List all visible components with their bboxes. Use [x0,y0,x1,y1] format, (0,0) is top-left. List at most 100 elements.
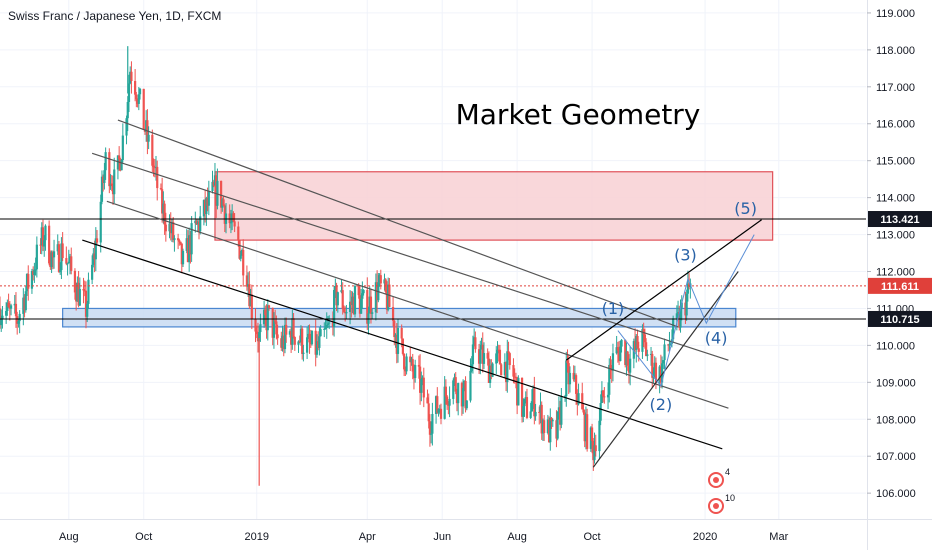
candle-down [317,341,320,348]
candle-down [255,331,258,335]
candle-up [589,427,592,449]
candle-up [44,225,47,241]
candle-up [653,362,656,375]
candle-down [237,226,240,241]
candle-down [654,362,658,383]
candle-down [344,311,347,314]
candle-up [324,327,327,329]
candle-up [530,401,533,412]
candle-down [84,290,88,317]
candle-up [658,366,661,383]
candle-up [557,407,561,412]
candle-up [185,238,188,251]
zones [62,171,774,328]
events: 4 10 [708,467,735,514]
candle-up [473,337,476,345]
candle-down [609,364,612,369]
candle-up [495,353,498,364]
candle-up [524,397,527,400]
candle-up [137,94,140,104]
candle-up [24,291,27,311]
candle-up [325,324,328,328]
y-tick-label: 107.000 [876,451,916,463]
candle-up [6,302,9,311]
candle-up [190,223,193,255]
candle-up [353,286,357,315]
candles [0,46,692,486]
candle-down [583,412,586,442]
candle-up [679,307,682,328]
candle-down [250,294,253,320]
last-price-badge [868,277,932,294]
candle-down [543,420,546,434]
candle-down [576,393,579,405]
candle-up [170,222,174,234]
candle-up [291,318,294,345]
candle-down [427,403,430,422]
y-tick-label: 106.000 [876,488,916,500]
candle-up [489,365,492,383]
y-tick-label: 109.000 [876,377,916,389]
candle-up [491,363,494,377]
candle-down [590,427,594,441]
candle-up [262,309,266,325]
candle-down [41,227,45,247]
candle-up [323,328,326,330]
candle-down [507,351,510,354]
candle-down [220,180,223,208]
candle-up [453,377,456,381]
candle-up [78,289,81,306]
candle-up [299,328,303,342]
candle-up [22,297,25,314]
candle-up [421,377,424,379]
candle-up [480,344,483,350]
candle-up [672,318,675,340]
candle-up [496,349,499,354]
candle-down [636,336,639,349]
candle-down [645,342,648,356]
candle-down [513,376,516,378]
candle-down [514,377,518,379]
candle-up [452,380,455,399]
candle-up [120,159,123,171]
candle-up [394,334,397,338]
candle-up [66,263,69,265]
time-axis[interactable]: Aug Oct 2019 Apr Jun Aug Oct 2020 Mar [59,531,789,543]
candle-down [143,129,147,132]
candle-up [259,324,262,333]
candle-up [116,155,120,170]
candle-down [308,333,311,343]
candle-down [444,386,447,397]
x-tick-label: Aug [59,531,79,543]
candle-up [573,375,576,380]
candle-down [282,335,285,350]
candle-down [439,408,443,419]
x-tick-label: 2019 [244,531,268,543]
candle-down [566,360,569,364]
price-badges: 113.421 110.715 111.611 [868,211,932,327]
candle-down [385,292,389,310]
candle-down [500,364,503,376]
candle-up [67,261,70,264]
candle-down [159,188,163,190]
candle-up [351,296,354,305]
candle-up [221,199,224,208]
candle-down [293,337,296,345]
candle-up [522,406,525,417]
y-tick-label: 112.000 [876,267,915,279]
candle-up [281,335,284,348]
candle-up [138,88,142,95]
candle-down [180,243,183,265]
candle-up [249,294,252,307]
candle-up [396,327,400,354]
price-axis[interactable]: 106.000107.000108.000109.000110.000111.0… [867,8,916,500]
candle-down [179,241,182,244]
candle-down [447,404,450,406]
candle-up [517,377,520,406]
candle-down [172,222,175,241]
candle-down [292,318,295,338]
x-tick-label: Apr [359,531,376,543]
candle-down [617,350,621,361]
candle-down [222,199,225,206]
